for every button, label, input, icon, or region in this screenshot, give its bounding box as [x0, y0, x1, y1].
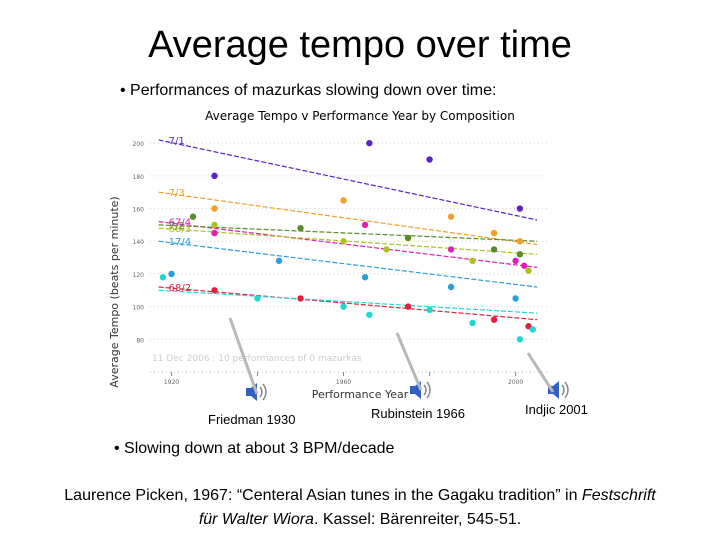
citation-italic-1: Festschrift	[581, 487, 656, 504]
y-tick-label: 140	[133, 239, 145, 246]
caption-indjic: Indjic 2001	[525, 402, 588, 417]
trend-line	[158, 240, 538, 288]
data-point	[512, 295, 519, 302]
citation-prefix: Laurence Picken, 1967: “Centeral Asian t…	[64, 487, 582, 504]
data-point	[426, 306, 433, 314]
data-point	[447, 246, 455, 253]
citation-italic-2: für Walter Wiora	[198, 511, 314, 528]
series-label: 7/3	[169, 188, 185, 199]
trend-line	[158, 139, 538, 221]
data-point	[211, 221, 218, 229]
slide-title: Average tempo over time	[148, 24, 572, 66]
data-point	[404, 303, 412, 310]
chart-note: 11 Dec 2006 : 10 performances of 0 mazur…	[152, 354, 362, 364]
chart-x-label: Performance Year	[312, 388, 409, 401]
data-point	[520, 262, 528, 269]
data-point	[211, 229, 218, 237]
tempo-chart: Average Tempo v Performance Year by Comp…	[108, 109, 550, 401]
data-point	[469, 257, 476, 265]
data-point	[254, 295, 261, 302]
data-point	[490, 316, 498, 323]
data-point	[340, 303, 347, 310]
data-point	[297, 224, 304, 232]
x-tick-label: 1920	[164, 379, 179, 386]
data-point	[211, 205, 218, 212]
pointer-indjic	[526, 352, 555, 393]
series-label: 17/4	[169, 237, 191, 248]
data-point	[529, 326, 536, 333]
y-tick-label: 180	[133, 174, 145, 181]
data-point	[340, 238, 347, 245]
data-point	[297, 295, 304, 302]
y-tick-label: 120	[133, 272, 145, 279]
y-tick-label: 100	[133, 305, 145, 312]
speaker-icon[interactable]	[546, 378, 572, 407]
data-point	[383, 246, 390, 253]
x-tick-label: 2000	[508, 379, 523, 386]
data-point	[189, 213, 197, 220]
data-point	[516, 205, 524, 212]
bullet-performances: • Performances of mazurkas slowing down …	[120, 82, 497, 99]
data-point	[366, 139, 373, 147]
series-label: 67/4	[169, 218, 191, 229]
series-label: 7/1	[169, 136, 185, 147]
series-label: 68/3	[169, 224, 191, 235]
pointer-friedman	[228, 317, 259, 395]
data-point	[490, 229, 498, 237]
trend-line	[158, 227, 538, 255]
y-tick-label: 160	[133, 207, 145, 214]
data-point	[525, 267, 532, 274]
chart-y-label: Average Tempo (beats per minute)	[108, 196, 121, 387]
y-tick-label: 200	[133, 141, 145, 148]
data-point	[469, 319, 476, 327]
x-tick-label: 1960	[336, 379, 351, 386]
trend-line	[158, 286, 538, 321]
data-point	[275, 257, 283, 265]
series-label: 7/2	[169, 221, 185, 232]
data-point	[512, 257, 519, 265]
caption-rubinstein: Rubinstein 1966	[371, 406, 465, 421]
citation: Laurence Picken, 1967: “Centeral Asian t…	[0, 484, 720, 532]
bullet-slowing: • Slowing down at about 3 BPM/decade	[114, 440, 395, 457]
data-point	[168, 270, 175, 278]
data-point	[490, 246, 498, 253]
data-point	[447, 283, 455, 291]
data-point	[426, 156, 433, 163]
y-tick-label: 80	[136, 337, 144, 344]
data-point	[361, 221, 369, 229]
data-point	[516, 238, 524, 245]
chart-title: Average Tempo v Performance Year by Comp…	[205, 109, 515, 123]
data-point	[211, 172, 218, 180]
data-point	[404, 234, 412, 242]
data-point	[516, 336, 524, 343]
data-point	[516, 251, 524, 258]
data-point	[159, 274, 167, 281]
caption-friedman: Friedman 1930	[208, 412, 296, 427]
trend-line	[158, 191, 538, 246]
trend-line	[158, 289, 538, 314]
data-point	[211, 287, 218, 294]
series-label: 68/2	[169, 283, 191, 294]
data-point	[366, 311, 373, 318]
data-point	[447, 213, 455, 220]
pointer-rubinstein	[395, 332, 423, 391]
citation-suffix: . Kassel: Bärenreiter, 545-51.	[313, 511, 522, 528]
data-point	[361, 274, 369, 281]
data-point	[340, 197, 347, 204]
trend-line	[158, 224, 538, 242]
